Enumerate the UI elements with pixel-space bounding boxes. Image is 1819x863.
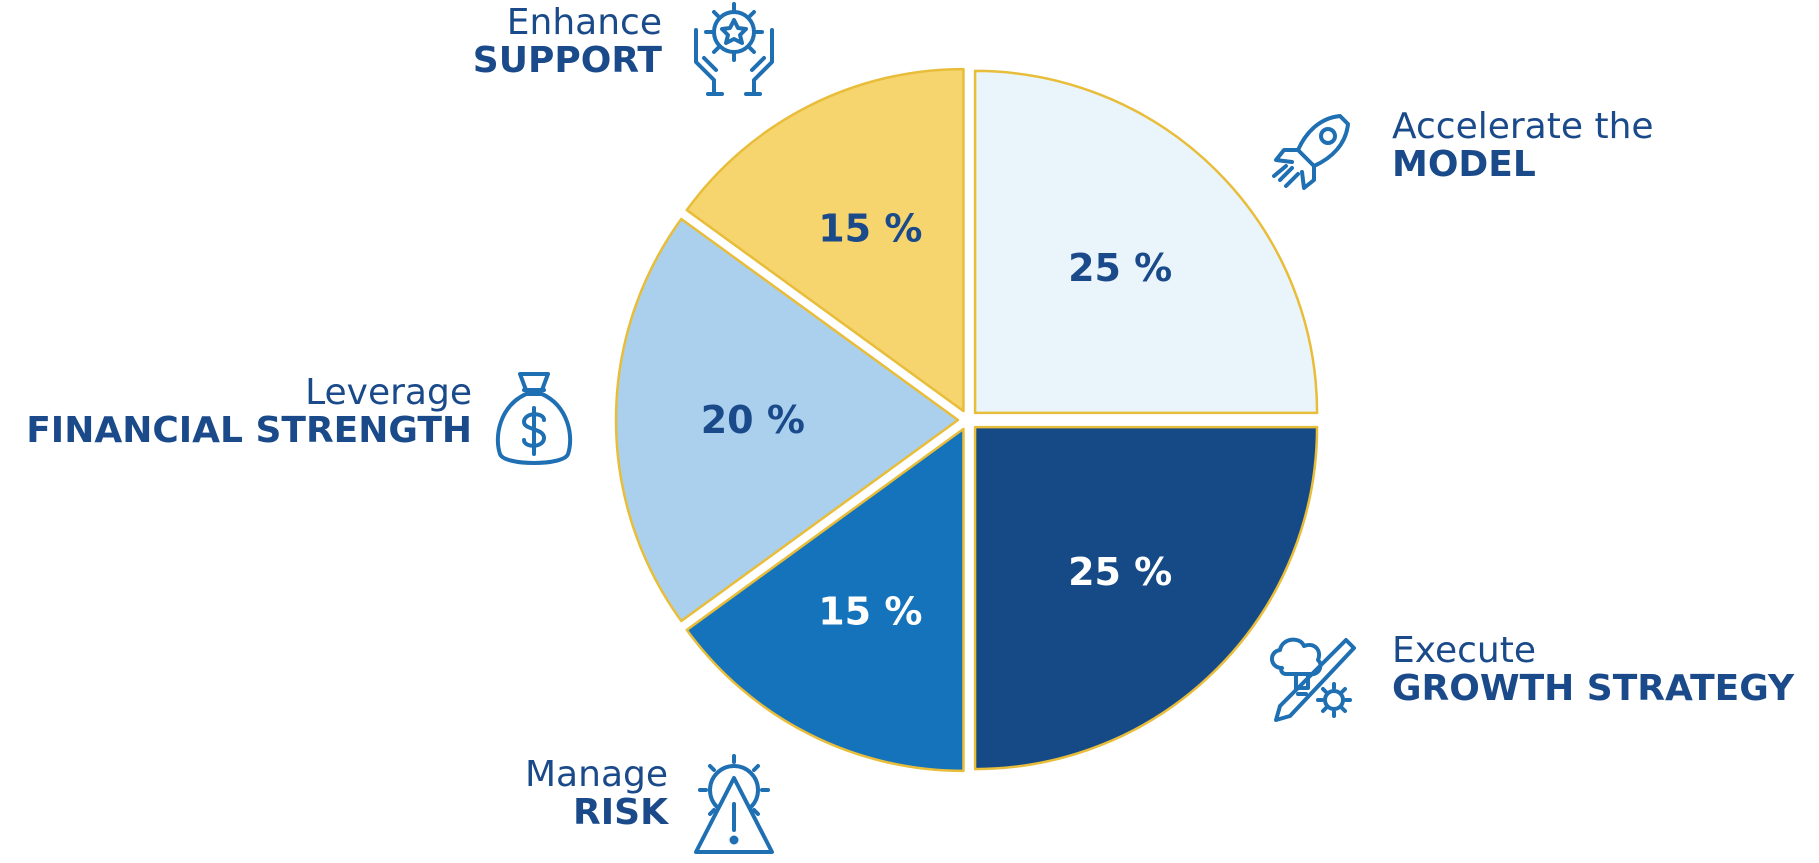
pie-slice-label-4: 15 %: [818, 206, 922, 250]
pie-slice-2: [685, 427, 965, 773]
label-line1: Accelerate the: [1392, 106, 1654, 147]
rocket-icon: [1272, 114, 1350, 190]
label-line1: Leverage: [305, 372, 472, 413]
label-line1: Manage: [525, 754, 668, 795]
label-line2: SUPPORT: [472, 39, 662, 81]
pie-slice-label-3: 20 %: [701, 398, 805, 442]
idea-gear-icon: [1270, 637, 1356, 722]
hands-star-icon: [694, 2, 774, 96]
label-line1: Execute: [1392, 630, 1536, 671]
pie-slice-4: [685, 67, 965, 413]
pie-slice-label-1: 25 %: [1068, 550, 1172, 594]
pie-slice-label-2: 15 %: [818, 590, 922, 634]
label-line2: RISK: [573, 791, 668, 833]
label-leverage-financial: Leverage FINANCIAL STRENGTH: [0, 374, 472, 450]
label-manage-risk: Manage RISK: [420, 756, 668, 832]
label-execute-growth: Execute GROWTH STRATEGY: [1392, 632, 1794, 708]
pie-slice-3: [614, 217, 960, 623]
pie-slice-0: [973, 69, 1319, 415]
warning-gear-icon: [694, 754, 774, 854]
label-accelerate-model: Accelerate the MODEL: [1392, 108, 1654, 184]
label-line2: FINANCIAL STRENGTH: [26, 409, 472, 451]
label-enhance-support: Enhance SUPPORT: [380, 4, 662, 80]
label-line2: MODEL: [1392, 143, 1536, 185]
label-line1: Enhance: [506, 2, 662, 43]
label-line2: GROWTH STRATEGY: [1392, 667, 1795, 709]
pie-slice-label-0: 25 %: [1068, 246, 1172, 290]
pie-slice-1: [973, 425, 1319, 771]
money-bag-icon: [495, 372, 573, 465]
